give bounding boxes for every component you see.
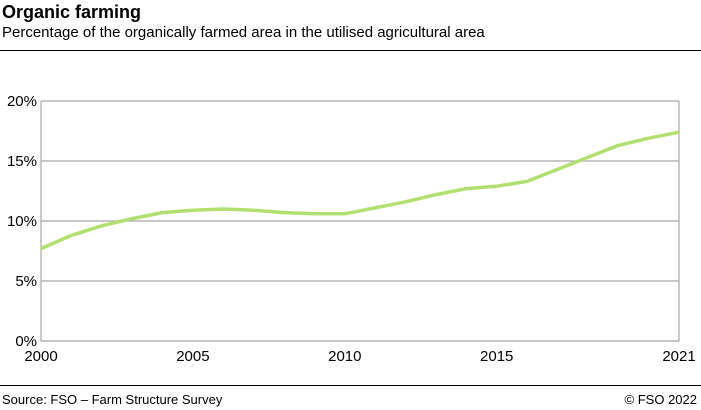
series-line [40,130,680,251]
y-tick-label: 10% [7,213,37,230]
x-tick-label: 2021 [662,348,695,365]
x-tick-label: 2015 [480,348,513,365]
footer-rule [0,385,701,386]
x-tick-label: 2005 [176,348,209,365]
copyright: © FSO 2022 [624,392,697,407]
header-rule [0,50,701,51]
chart-subtitle: Percentage of the organically farmed are… [2,24,485,41]
y-tick-label: 0% [15,333,37,350]
x-tick-label: 2000 [24,348,57,365]
y-tick-label: 15% [7,153,37,170]
chart-title: Organic farming [2,2,142,22]
y-tick-label: 20% [7,93,37,110]
x-tick-label: 2010 [328,348,361,365]
source-note: Source: FSO – Farm Structure Survey [2,392,223,407]
y-tick-label: 5% [15,273,37,290]
